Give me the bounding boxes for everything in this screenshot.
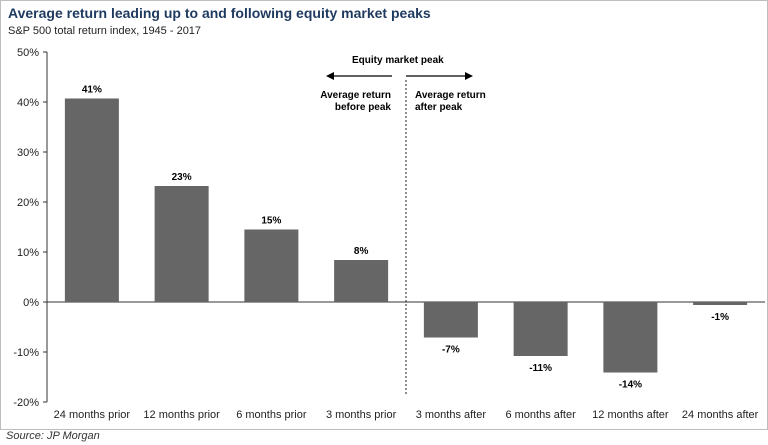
bar bbox=[513, 302, 568, 356]
bar bbox=[693, 302, 748, 305]
x-tick-label: 3 months after bbox=[416, 409, 487, 421]
data-label: -14% bbox=[619, 380, 642, 391]
bar bbox=[603, 302, 658, 373]
bar bbox=[334, 260, 389, 302]
bar bbox=[154, 186, 209, 302]
bar bbox=[423, 302, 478, 338]
x-tick-label: 12 months prior bbox=[143, 409, 220, 421]
y-tick-label: 50% bbox=[17, 47, 39, 59]
data-label: -11% bbox=[529, 363, 552, 374]
x-tick-label: 6 months prior bbox=[236, 409, 307, 421]
bar-chart: 50% 40% 30% 20% 10% 0% -10% -20% 41% 24 months pr… bbox=[13, 47, 765, 421]
y-tick-label: 10% bbox=[17, 247, 39, 259]
y-tick-label: 30% bbox=[17, 147, 39, 159]
peak-label: Equity market peak bbox=[352, 55, 444, 66]
after-peak-label-line1: Average return bbox=[415, 90, 486, 101]
chart-subtitle: S&P 500 total return index, 1945 - 2017 bbox=[8, 25, 202, 37]
left-arrow-head bbox=[326, 72, 334, 80]
y-tick-label: -10% bbox=[13, 347, 39, 359]
bar bbox=[64, 98, 119, 302]
source-note: Source: JP Morgan bbox=[6, 430, 100, 442]
x-tick-label: 12 months after bbox=[592, 409, 669, 421]
x-tick-label: 24 months after bbox=[682, 409, 759, 421]
y-tick-label: 40% bbox=[17, 97, 39, 109]
y-tick-label: -20% bbox=[13, 397, 39, 409]
data-label: -1% bbox=[711, 312, 729, 323]
data-label: 23% bbox=[172, 172, 192, 183]
data-label: -7% bbox=[442, 345, 460, 356]
after-peak-label-line2: after peak bbox=[415, 102, 463, 113]
data-label: 15% bbox=[261, 216, 281, 227]
chart-title: Average return leading up to and followi… bbox=[8, 5, 431, 21]
before-peak-label-line1: Average return bbox=[320, 90, 391, 101]
y-tick-label: 0% bbox=[23, 297, 39, 309]
x-tick-label: 24 months prior bbox=[54, 409, 131, 421]
bar bbox=[244, 229, 299, 302]
data-label: 8% bbox=[354, 246, 369, 257]
data-label: 41% bbox=[82, 85, 102, 96]
y-tick-label: 20% bbox=[17, 197, 39, 209]
x-tick-label: 6 months after bbox=[505, 409, 576, 421]
right-arrow-head bbox=[465, 72, 473, 80]
before-peak-label-line2: before peak bbox=[334, 102, 391, 113]
x-tick-label: 3 months prior bbox=[326, 409, 397, 421]
